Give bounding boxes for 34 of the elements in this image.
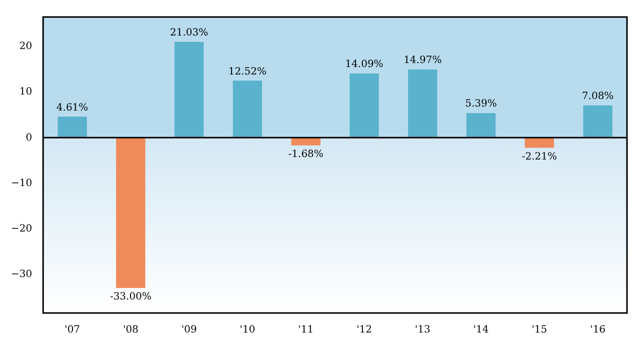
x-tick-label: '13 bbox=[414, 324, 430, 336]
x-tick-label: '15 bbox=[532, 324, 548, 336]
data-label: 5.39% bbox=[465, 98, 497, 110]
x-tick-label: '16 bbox=[590, 324, 606, 336]
x-tick-label: '12 bbox=[356, 324, 372, 336]
bar bbox=[232, 80, 262, 138]
x-tick-label: '14 bbox=[473, 324, 489, 336]
y-tick-label: 10 bbox=[19, 86, 32, 98]
y-tick-label: 0 bbox=[26, 132, 32, 144]
y-tick-label: 20 bbox=[19, 41, 32, 52]
data-label: 14.09% bbox=[345, 59, 384, 70]
y-tick-label: −10 bbox=[10, 178, 32, 189]
x-tick-label: '07 bbox=[64, 324, 80, 336]
data-label: -1.68% bbox=[288, 148, 324, 160]
data-label: 14.97% bbox=[404, 55, 442, 66]
data-label: -2.21% bbox=[522, 151, 557, 162]
data-label: -33.00% bbox=[110, 292, 152, 303]
data-label: 7.08% bbox=[582, 91, 614, 102]
bar bbox=[466, 113, 496, 138]
data-label: 4.61% bbox=[56, 102, 88, 114]
bar bbox=[116, 138, 146, 288]
x-tick-label: '08 bbox=[122, 324, 138, 336]
y-tick-label: −30 bbox=[10, 268, 32, 280]
bar bbox=[408, 70, 438, 138]
x-tick-label: '10 bbox=[240, 324, 256, 336]
bar bbox=[583, 105, 612, 138]
x-tick-label: '09 bbox=[181, 324, 197, 336]
y-tick-label: −20 bbox=[10, 223, 32, 234]
data-label: 21.03% bbox=[170, 28, 208, 39]
x-tick-label: '11 bbox=[298, 324, 314, 336]
data-label: 12.52% bbox=[228, 66, 267, 78]
bar bbox=[174, 42, 204, 138]
bar bbox=[58, 116, 87, 138]
bar bbox=[350, 74, 379, 138]
